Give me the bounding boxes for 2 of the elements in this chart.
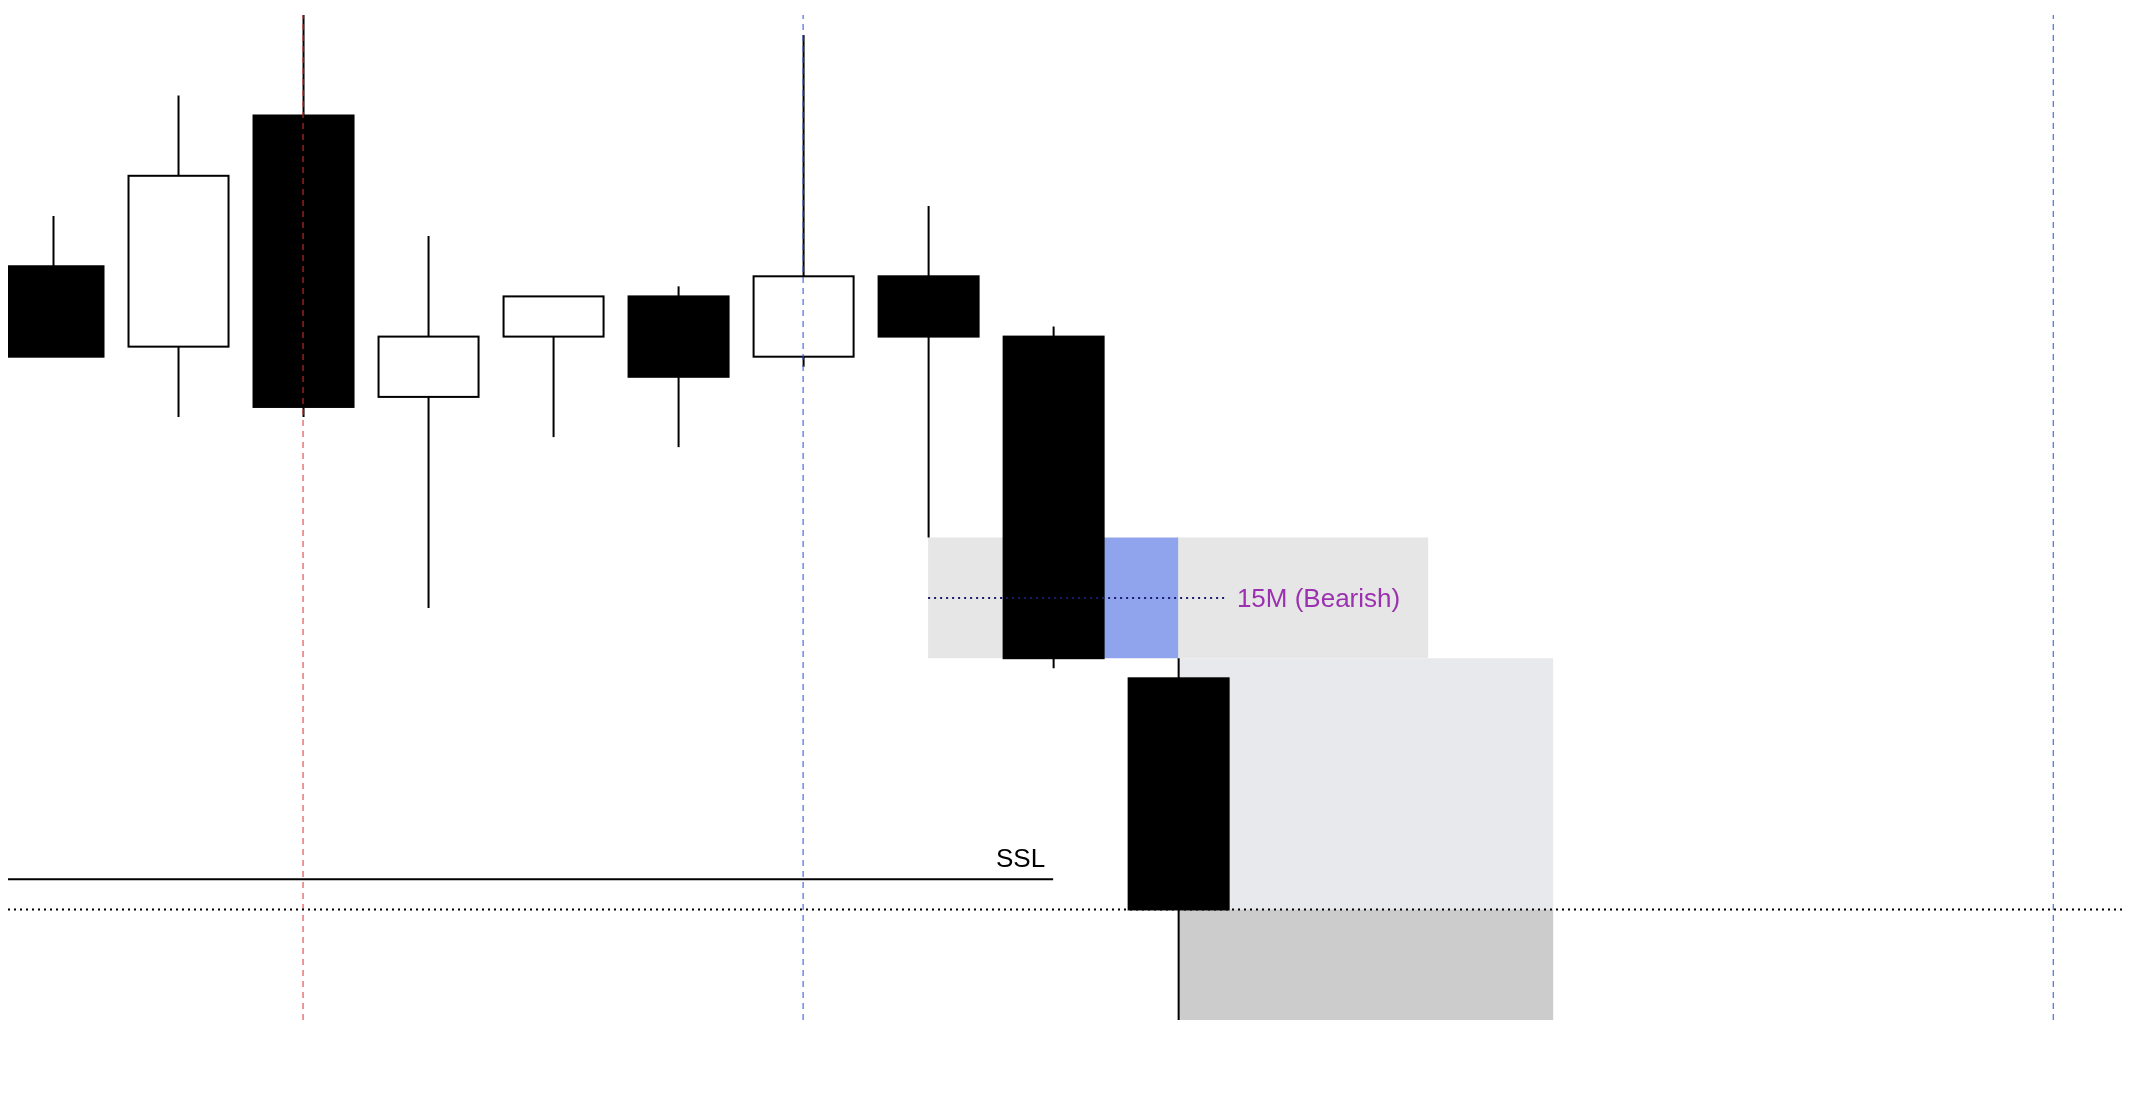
ref-line-label: SSL	[995, 843, 1046, 874]
band-label: 15M (Bearish)	[1236, 582, 1401, 613]
